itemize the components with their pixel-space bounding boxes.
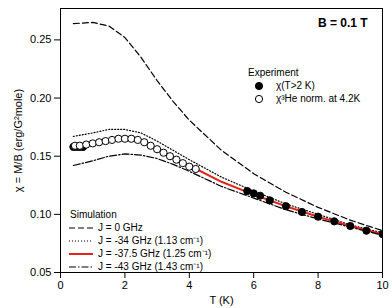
svg-text:4: 4 <box>186 279 192 291</box>
svg-text:0.10: 0.10 <box>30 208 51 220</box>
html-text:χ(T>2 K): χ(T>2 K) <box>276 80 315 91</box>
svg-text:0.20: 0.20 <box>30 92 51 104</box>
html-text:J = -34 GHz (1.13 cm⁻¹): J = -34 GHz (1.13 cm⁻¹) <box>98 235 203 246</box>
svg-text:0.15: 0.15 <box>30 150 51 162</box>
html-text:J = -37.5 GHz (1.25 cm⁻¹): J = -37.5 GHz (1.25 cm⁻¹) <box>98 248 212 259</box>
html-text:J = -43 GHz (1.43 cm⁻¹): J = -43 GHz (1.43 cm⁻¹) <box>98 261 203 272</box>
svg-text:8: 8 <box>315 279 321 291</box>
svg-text:10: 10 <box>376 279 388 291</box>
svg-text:6: 6 <box>251 279 257 291</box>
svg-text:2: 2 <box>122 279 128 291</box>
html-text:Experiment: Experiment <box>248 67 299 78</box>
svg-text:T (K): T (K) <box>209 294 233 306</box>
svg-text:χ = M/B (erg/G²mole): χ = M/B (erg/G²mole) <box>12 89 24 192</box>
svg-text:0: 0 <box>57 279 63 291</box>
html-text:J = 0 GHz: J = 0 GHz <box>98 222 143 233</box>
svg-text:0.05: 0.05 <box>30 266 51 278</box>
html-text:B = 0.1 T: B = 0.1 T <box>318 16 368 30</box>
html-text:Simulation: Simulation <box>70 209 117 220</box>
html-text:χ³He norm. at 4.2K: χ³He norm. at 4.2K <box>276 93 361 104</box>
svg-text:0.25: 0.25 <box>30 33 51 45</box>
